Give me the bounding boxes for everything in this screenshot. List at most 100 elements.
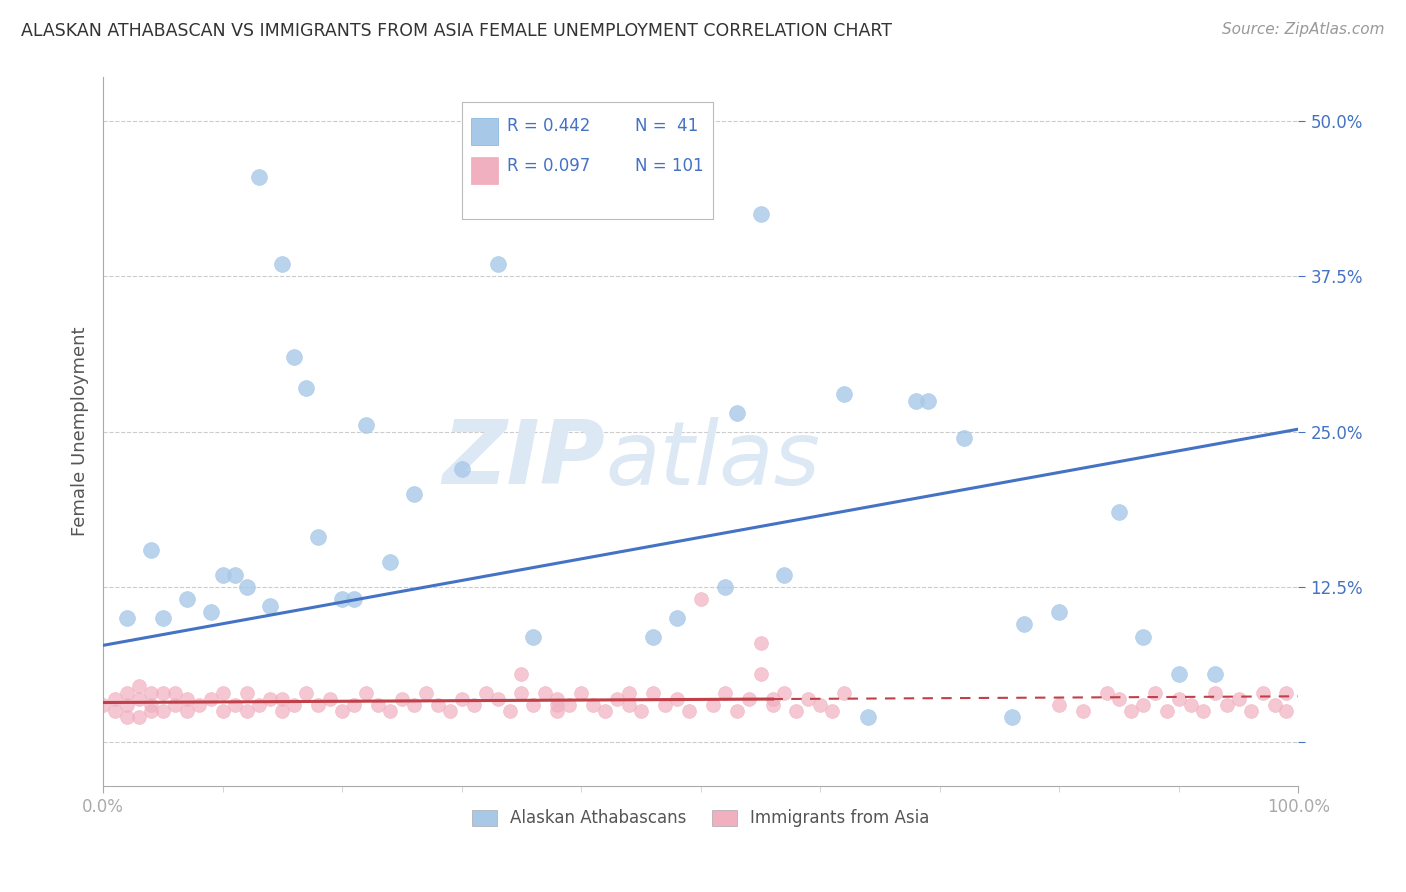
Point bbox=[773, 685, 796, 699]
Text: R = 0.097: R = 0.097 bbox=[508, 157, 591, 175]
Point bbox=[713, 685, 735, 699]
Point bbox=[904, 393, 927, 408]
Point bbox=[569, 685, 592, 699]
Bar bbox=[471, 157, 498, 184]
Point bbox=[486, 257, 509, 271]
Point bbox=[1167, 667, 1189, 681]
Point bbox=[917, 393, 939, 408]
Point bbox=[115, 710, 138, 724]
Point bbox=[200, 691, 222, 706]
Point bbox=[343, 698, 366, 712]
Point bbox=[415, 685, 437, 699]
Point bbox=[1264, 698, 1286, 712]
Point bbox=[832, 685, 855, 699]
Point bbox=[821, 704, 844, 718]
Point bbox=[474, 685, 496, 699]
Point bbox=[235, 580, 257, 594]
Point bbox=[139, 542, 162, 557]
Point bbox=[343, 592, 366, 607]
Point bbox=[546, 704, 568, 718]
Point bbox=[749, 207, 772, 221]
Point bbox=[307, 530, 329, 544]
Point bbox=[546, 691, 568, 706]
Y-axis label: Female Unemployment: Female Unemployment bbox=[72, 326, 89, 536]
Point bbox=[128, 679, 150, 693]
Point bbox=[450, 691, 472, 706]
Point bbox=[439, 704, 461, 718]
Point bbox=[128, 691, 150, 706]
Text: R = 0.442: R = 0.442 bbox=[508, 117, 591, 135]
Point bbox=[678, 704, 700, 718]
Point bbox=[510, 667, 533, 681]
Point bbox=[163, 698, 186, 712]
Point bbox=[713, 580, 735, 594]
Point bbox=[91, 698, 114, 712]
Point bbox=[104, 691, 127, 706]
Point bbox=[378, 555, 401, 569]
Point bbox=[330, 704, 353, 718]
Point bbox=[761, 691, 783, 706]
Point bbox=[498, 704, 520, 718]
Point bbox=[1239, 704, 1261, 718]
Point bbox=[271, 257, 294, 271]
Point bbox=[510, 685, 533, 699]
Point bbox=[247, 169, 270, 184]
Point bbox=[630, 704, 652, 718]
Point bbox=[617, 698, 640, 712]
Point bbox=[152, 685, 174, 699]
Point bbox=[224, 698, 246, 712]
Point bbox=[1275, 704, 1298, 718]
Point bbox=[808, 698, 831, 712]
Point bbox=[1227, 691, 1250, 706]
Point bbox=[486, 691, 509, 706]
Point bbox=[211, 685, 233, 699]
Point bbox=[702, 698, 724, 712]
Text: N =  41: N = 41 bbox=[636, 117, 699, 135]
Point bbox=[952, 431, 974, 445]
Point bbox=[1180, 698, 1202, 712]
Point bbox=[152, 611, 174, 625]
Point bbox=[176, 704, 198, 718]
Text: N = 101: N = 101 bbox=[636, 157, 703, 175]
Point bbox=[402, 698, 425, 712]
Text: ALASKAN ATHABASCAN VS IMMIGRANTS FROM ASIA FEMALE UNEMPLOYMENT CORRELATION CHART: ALASKAN ATHABASCAN VS IMMIGRANTS FROM AS… bbox=[21, 22, 891, 40]
Point bbox=[211, 567, 233, 582]
Point bbox=[606, 691, 628, 706]
Point bbox=[1047, 698, 1070, 712]
Point bbox=[247, 698, 270, 712]
Point bbox=[176, 592, 198, 607]
Point bbox=[761, 698, 783, 712]
Point bbox=[1000, 710, 1022, 724]
Point bbox=[665, 611, 688, 625]
Point bbox=[235, 704, 257, 718]
Point bbox=[593, 704, 616, 718]
Point bbox=[749, 636, 772, 650]
Text: Source: ZipAtlas.com: Source: ZipAtlas.com bbox=[1222, 22, 1385, 37]
Point bbox=[522, 630, 544, 644]
Point bbox=[665, 691, 688, 706]
Point bbox=[115, 698, 138, 712]
Point bbox=[295, 685, 318, 699]
Point bbox=[259, 691, 281, 706]
Point bbox=[785, 704, 807, 718]
Text: ZIP: ZIP bbox=[443, 417, 605, 503]
Point bbox=[1251, 685, 1274, 699]
Point bbox=[426, 698, 449, 712]
Point bbox=[1204, 667, 1226, 681]
Point bbox=[450, 462, 472, 476]
Point bbox=[271, 691, 294, 706]
Point bbox=[152, 704, 174, 718]
Point bbox=[283, 698, 305, 712]
Point bbox=[797, 691, 820, 706]
Point bbox=[128, 710, 150, 724]
Point bbox=[749, 667, 772, 681]
Point bbox=[641, 630, 664, 644]
Bar bbox=[471, 118, 498, 145]
Point bbox=[271, 704, 294, 718]
Point bbox=[200, 605, 222, 619]
Point bbox=[617, 685, 640, 699]
Point bbox=[139, 698, 162, 712]
Point bbox=[378, 704, 401, 718]
Point bbox=[330, 592, 353, 607]
Point bbox=[224, 567, 246, 582]
